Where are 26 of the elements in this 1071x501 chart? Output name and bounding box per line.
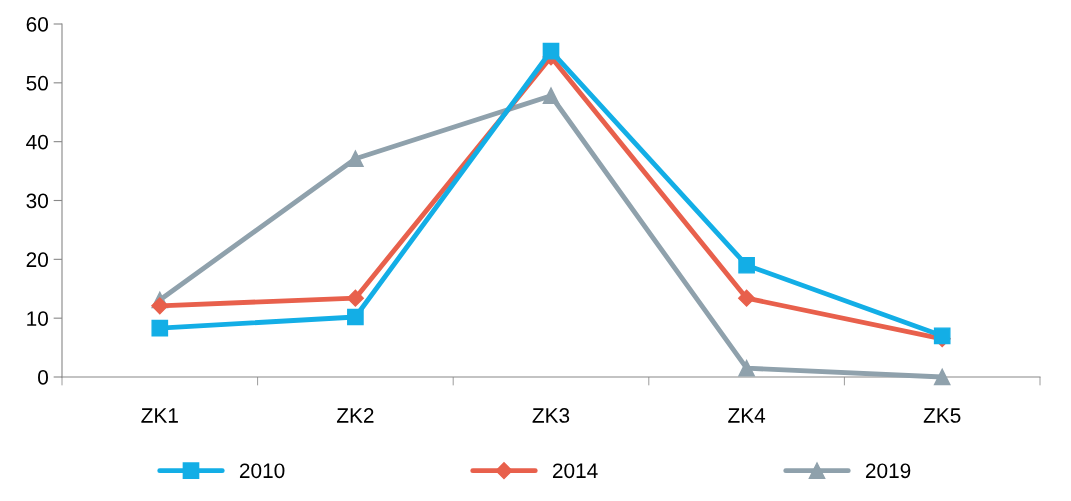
point (738, 256, 755, 274)
point (738, 289, 756, 307)
point (151, 297, 169, 315)
point (542, 87, 560, 105)
point (933, 368, 951, 386)
x-tick-label: ZK3 (532, 408, 570, 423)
x-tick-label: ZK1 (141, 408, 178, 423)
point (347, 150, 364, 168)
legend-label: 2014 (552, 463, 598, 479)
y-tick-label: 10 (27, 311, 48, 326)
y-tick-label: 20 (26, 252, 48, 268)
x-tick-label: ZK4 (728, 408, 766, 423)
point (542, 42, 560, 60)
legend-label: 2019 (865, 463, 911, 479)
point (738, 359, 755, 377)
y-tick-label: 40 (26, 134, 48, 150)
y-tick-label: 0 (38, 370, 48, 385)
point (346, 289, 364, 307)
y-tick-label: 50 (26, 75, 48, 91)
point (347, 308, 364, 326)
legend-label: 2010 (239, 463, 285, 479)
point (151, 319, 169, 337)
x-tick-label: ZK2 (336, 408, 374, 423)
y-tick-label: 30 (26, 193, 48, 209)
x-tick-label: ZK5 (923, 408, 961, 423)
y-tick-label: 60 (26, 17, 48, 32)
